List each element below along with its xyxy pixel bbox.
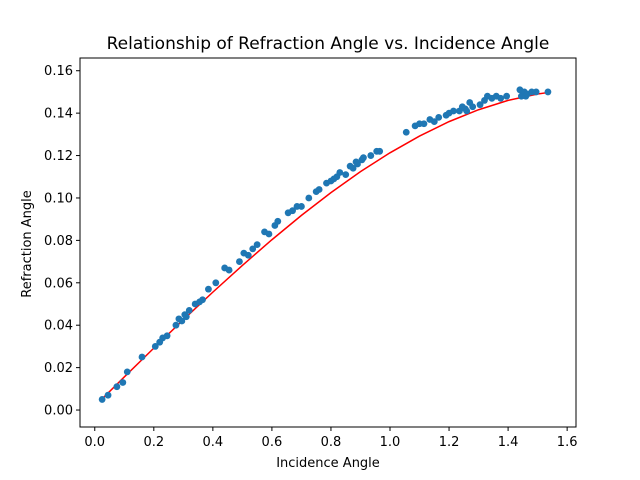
data-point (151, 343, 159, 350)
fit-line (100, 91, 549, 401)
y-tick-label: 0.16 (44, 64, 73, 79)
y-tick-label: 0.04 (44, 319, 73, 334)
x-tick-label: 0.2 (143, 435, 164, 450)
y-tick-label: 0.06 (44, 276, 73, 291)
data-point (172, 321, 180, 329)
data-point (123, 368, 131, 376)
scatter-points (98, 86, 552, 403)
data-point (253, 241, 261, 249)
x-tick-label: 1.6 (557, 435, 578, 450)
data-point (289, 207, 296, 215)
data-point (532, 88, 540, 96)
y-tick-label: 0.08 (44, 234, 73, 249)
data-point (305, 194, 313, 202)
data-point (435, 113, 443, 121)
y-axis-ticks: 0.00 0.02 0.04 0.06 0.08 0.10 0.12 0.14 0.16 (44, 64, 80, 419)
data-point (420, 120, 428, 128)
data-point (178, 317, 186, 325)
data-point (376, 147, 384, 155)
data-point (298, 203, 305, 210)
x-axis-ticks: 0.0 0.2 0.4 0.6 0.8 1.0 1.2 1.4 1.6 (84, 427, 577, 450)
data-point (138, 353, 146, 361)
data-point (113, 383, 121, 391)
data-point (98, 396, 106, 403)
data-point (463, 107, 471, 115)
plot-frame (79, 57, 577, 428)
data-point (163, 332, 171, 340)
data-point (212, 279, 220, 287)
y-tick-label: 0.14 (44, 107, 73, 122)
y-tick-label: 0.12 (44, 149, 73, 164)
data-point (469, 103, 477, 111)
data-point (119, 379, 127, 386)
data-point (199, 296, 206, 304)
data-point (249, 245, 257, 253)
data-point (185, 306, 193, 314)
data-point (354, 160, 361, 168)
data-point (503, 92, 511, 100)
data-point (182, 313, 190, 321)
data-point (367, 152, 375, 159)
data-point (402, 128, 410, 136)
data-point (265, 230, 273, 238)
y-tick-label: 0.10 (44, 191, 73, 206)
x-tick-label: 0.8 (321, 435, 342, 450)
data-point (476, 101, 484, 109)
data-point (104, 391, 112, 399)
x-tick-label: 1.2 (439, 435, 460, 450)
data-point (244, 251, 252, 259)
data-point (342, 171, 350, 179)
x-tick-label: 0.6 (262, 435, 283, 450)
fit-line-group (100, 91, 549, 401)
x-axis-label: Incidence Angle (276, 456, 380, 471)
data-point (225, 266, 233, 274)
data-point (497, 94, 505, 102)
data-point (544, 88, 552, 96)
plot-area (79, 57, 577, 428)
data-point (315, 186, 323, 193)
chart-title: Relationship of Refraction Angle vs. Inc… (107, 34, 550, 54)
x-tick-label: 0.4 (203, 435, 224, 450)
x-tick-label: 1.4 (498, 435, 519, 450)
data-point (430, 118, 438, 126)
data-point (360, 154, 367, 162)
data-point (450, 107, 457, 115)
data-point (336, 169, 344, 176)
data-point (349, 164, 357, 172)
y-tick-label: 0.00 (44, 404, 73, 419)
y-axis-label: Refraction Angle (20, 190, 35, 298)
data-point (205, 285, 212, 293)
x-tick-label: 1.0 (380, 435, 401, 450)
y-tick-label: 0.02 (44, 361, 73, 376)
data-point (236, 258, 243, 265)
x-tick-label: 0.0 (84, 435, 105, 450)
data-point (274, 217, 282, 225)
